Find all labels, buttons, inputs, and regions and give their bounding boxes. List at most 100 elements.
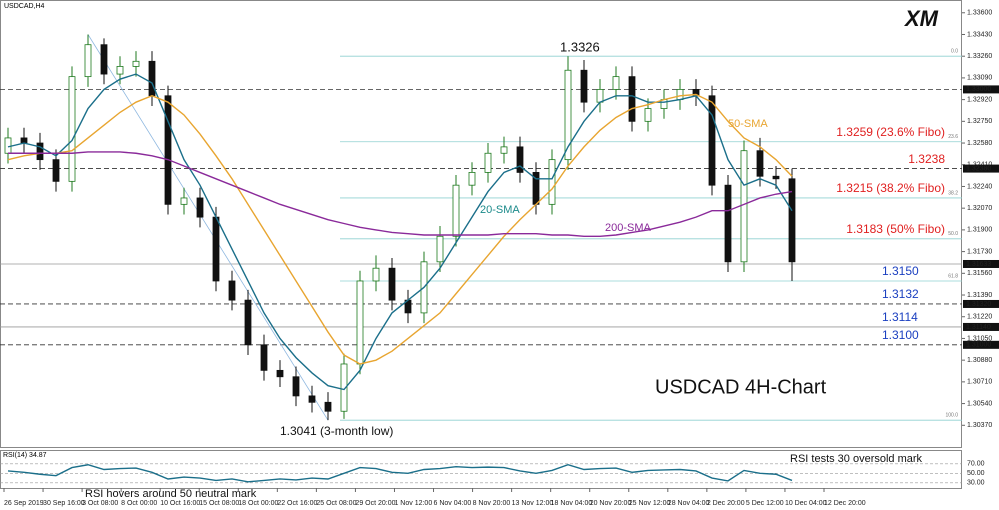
- x-tick-label: 3 Oct 08:00: [82, 500, 118, 507]
- candle-body: [260, 344, 268, 371]
- y-tick-label: 1.33260: [967, 53, 992, 60]
- logo: XM: [903, 6, 939, 31]
- y-tick-label: 1.31050: [967, 335, 992, 342]
- y-tick-label: 1.32750: [967, 118, 992, 125]
- candle-body: [68, 76, 76, 182]
- candle-body: [788, 178, 796, 263]
- rsi-line: [7, 464, 793, 483]
- candle-body: [84, 44, 92, 78]
- candle-body: [244, 299, 252, 346]
- chart-subtitle: USDCAD 4H-Chart: [655, 376, 827, 398]
- axis-marker: [963, 85, 999, 94]
- fibo-trend: [87, 34, 329, 421]
- candle-body: [196, 197, 204, 218]
- x-tick-label: 10 Oct 16:00: [160, 500, 200, 507]
- candle-body: [772, 175, 780, 180]
- candle-body: [292, 376, 300, 397]
- x-tick-label: 18 Nov 04:00: [551, 500, 593, 507]
- candle-body: [324, 401, 332, 412]
- candle-body: [372, 267, 380, 282]
- level-label: 1.3215 (38.2% Fibo): [836, 181, 945, 195]
- y-tick-label: 1.30710: [967, 379, 992, 386]
- candle-body: [756, 150, 764, 177]
- annotation: 1.3326: [560, 39, 600, 54]
- axis-marker-label: 1.31320: [966, 301, 991, 308]
- candle-body: [468, 172, 476, 186]
- candle-body: [340, 363, 348, 412]
- candle-body: [436, 235, 444, 263]
- axis-marker-label: 1.31140: [966, 324, 991, 331]
- y-tick-label: 1.33090: [967, 75, 992, 82]
- fibo-ratio: 38.2: [948, 190, 958, 196]
- rsi-tick-label: 70.00: [967, 461, 985, 468]
- candle-body: [628, 76, 636, 122]
- candle-body: [484, 152, 492, 173]
- x-tick-label: 10 Dec 04:00: [785, 500, 827, 507]
- annotation: RSI hovers around 50 neutral mark: [85, 488, 257, 500]
- y-tick-label: 1.30370: [967, 422, 992, 429]
- candle-body: [564, 69, 572, 161]
- level-label: 1.3259 (23.6% Fibo): [836, 125, 945, 139]
- y-tick-label: 1.31560: [967, 270, 992, 277]
- candle-body: [212, 216, 220, 282]
- fibo-ratio: 23.6: [948, 134, 958, 140]
- axis-marker-label: 1.33000: [966, 86, 991, 93]
- x-tick-label: 22 Oct 16:00: [277, 500, 317, 507]
- y-tick-label: 1.30540: [967, 400, 992, 407]
- annotation: 1.3041 (3-month low): [280, 424, 393, 438]
- candle-body: [724, 184, 732, 263]
- x-tick-label: 20 Nov 20:00: [590, 500, 632, 507]
- annotation: 200-SMA: [605, 222, 652, 234]
- x-tick-label: 28 Nov 04:00: [668, 500, 710, 507]
- y-tick-label: 1.32920: [967, 96, 992, 103]
- rsi-frame: [0, 450, 962, 489]
- fibo-ratio: 50.0: [948, 231, 958, 237]
- x-tick-label: 25 Oct 08:00: [316, 500, 356, 507]
- candle-body: [452, 184, 460, 237]
- candle-body: [740, 150, 748, 263]
- fibo-ratio: 100.0: [945, 413, 958, 419]
- x-tick-label: 25 Nov 12:00: [629, 500, 671, 507]
- x-tick-label: 12 Dec 20:00: [824, 500, 866, 507]
- axis-marker-label: 1.31000: [966, 342, 991, 349]
- candle-body: [20, 137, 28, 144]
- level-label: 1.3183 (50% Fibo): [846, 222, 945, 236]
- axis-marker-label: 1.32380: [966, 165, 991, 172]
- candle-body: [228, 280, 236, 301]
- main-frame: [0, 0, 962, 448]
- y-tick-label: 1.32580: [967, 140, 992, 147]
- x-tick-label: 13 Nov 12:00: [512, 500, 554, 507]
- x-tick-label: 18 Oct 00:00: [238, 500, 278, 507]
- candle-body: [148, 60, 156, 97]
- candle-body: [132, 60, 140, 67]
- candle-body: [276, 369, 284, 378]
- x-tick-label: 6 Nov 04:00: [434, 500, 472, 507]
- annotation: 50-SMA: [728, 118, 768, 130]
- level-label: 1.3238: [908, 152, 945, 166]
- candle-body: [180, 197, 188, 205]
- candle-body: [308, 395, 316, 403]
- x-tick-label: 2 Dec 20:00: [707, 500, 745, 507]
- axis-marker-label: 1.31633: [966, 261, 991, 268]
- x-tick-label: 5 Dec 12:00: [746, 500, 784, 507]
- x-tick-label: 30 Sep 16:00: [43, 500, 85, 507]
- rsi-tick-label: 50.00: [967, 470, 985, 477]
- rsi-title: RSI(14) 34.87: [3, 452, 47, 459]
- candle-body: [388, 267, 396, 301]
- level-label: 1.3132: [882, 287, 919, 301]
- rsi-tick-label: 30.00: [967, 480, 985, 487]
- axis-marker: [963, 322, 999, 331]
- candle-body: [676, 89, 684, 101]
- sma-line: [7, 93, 793, 365]
- y-tick-label: 1.30880: [967, 357, 992, 364]
- y-tick-label: 1.31220: [967, 314, 992, 321]
- x-tick-label: 15 Oct 08:00: [199, 500, 239, 507]
- candle-body: [708, 95, 716, 186]
- fibo-ratio: 61.8: [948, 273, 958, 279]
- y-tick-label: 1.32240: [967, 183, 992, 190]
- axis-marker: [963, 164, 999, 173]
- y-tick-label: 1.31730: [967, 248, 992, 255]
- candle-body: [116, 66, 124, 75]
- y-tick-label: 1.31900: [967, 227, 992, 234]
